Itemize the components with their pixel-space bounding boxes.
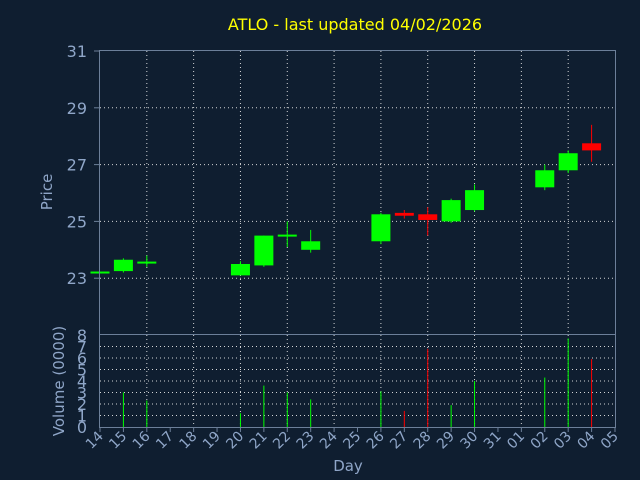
x-tick-label: 22 <box>270 429 294 453</box>
x-tick-label: 29 <box>434 429 458 453</box>
volume-tick-label: 4 <box>77 372 87 391</box>
volume-tick-label: 1 <box>77 407 87 426</box>
x-tick-label: 23 <box>294 429 318 453</box>
x-tick-label: 25 <box>340 429 364 453</box>
x-tick-label: 15 <box>106 429 130 453</box>
volume-axis-title: Volume (0000) <box>50 326 68 436</box>
candle-body <box>394 212 414 216</box>
volume-bars <box>122 338 593 427</box>
volume-tick-label: 5 <box>77 361 87 380</box>
x-tick-label: 19 <box>200 429 224 453</box>
x-tick-label: 21 <box>247 429 271 453</box>
x-tick-label: 18 <box>177 429 201 453</box>
x-tick-label: 04 <box>574 428 598 452</box>
x-axis-title: Day <box>333 457 363 475</box>
candle-body <box>582 143 602 151</box>
candle-body <box>301 241 321 250</box>
x-tick-label: 30 <box>457 429 481 453</box>
price-tick-label: 29 <box>67 99 87 118</box>
price-tick-labels: 23 25 27 29 31 <box>67 42 87 288</box>
candle-body <box>418 214 438 220</box>
candle-body <box>558 153 578 171</box>
price-tick-label: 31 <box>67 42 87 61</box>
volume-tick-label: 7 <box>77 338 87 357</box>
x-tick-label: 03 <box>551 429 575 453</box>
x-tick-label: 02 <box>528 429 552 453</box>
x-tick-label: 24 <box>317 428 341 452</box>
x-tick-label: 27 <box>387 429 411 453</box>
x-tick-label: 28 <box>411 429 435 453</box>
x-tick-labels: 14 15 16 17 18 19 20 21 22 23 24 25 26 27 28 29 30 31 01 02… <box>83 427 622 452</box>
x-tick-label: 16 <box>130 428 154 452</box>
volume-tick-label: 0 <box>77 418 87 437</box>
x-tick-label: 31 <box>481 429 505 453</box>
candle-body <box>277 234 297 237</box>
price-tick-label: 23 <box>67 269 87 288</box>
x-tick-label: 17 <box>153 429 177 453</box>
volume-tick-label: 6 <box>77 349 87 368</box>
x-tick-label: 20 <box>223 429 247 453</box>
volume-grid <box>100 335 615 427</box>
x-tick-label: 05 <box>598 429 622 453</box>
volume-tick-label: 2 <box>77 395 87 414</box>
candle-body <box>441 200 461 222</box>
price-tick-label: 25 <box>67 212 87 231</box>
x-tick-label: 26 <box>364 428 388 452</box>
volume-tick-label: 8 <box>77 326 87 345</box>
candle-body <box>371 214 391 242</box>
candle-body <box>230 264 250 276</box>
volume-tick-label: 3 <box>77 384 87 403</box>
price-axis-title: Price <box>38 174 56 211</box>
price-plot-frame <box>99 50 616 335</box>
price-tick-label: 27 <box>67 156 87 175</box>
chart-title: ATLO - last updated 04/02/2026 <box>228 15 482 34</box>
candles <box>90 124 602 276</box>
x-tick-label: 01 <box>504 429 528 453</box>
price-grid <box>94 50 615 335</box>
candle-body <box>465 190 485 211</box>
candle-body <box>535 170 555 188</box>
candle-body <box>137 261 157 264</box>
candle-body <box>254 235 274 266</box>
candle-body <box>113 259 133 272</box>
